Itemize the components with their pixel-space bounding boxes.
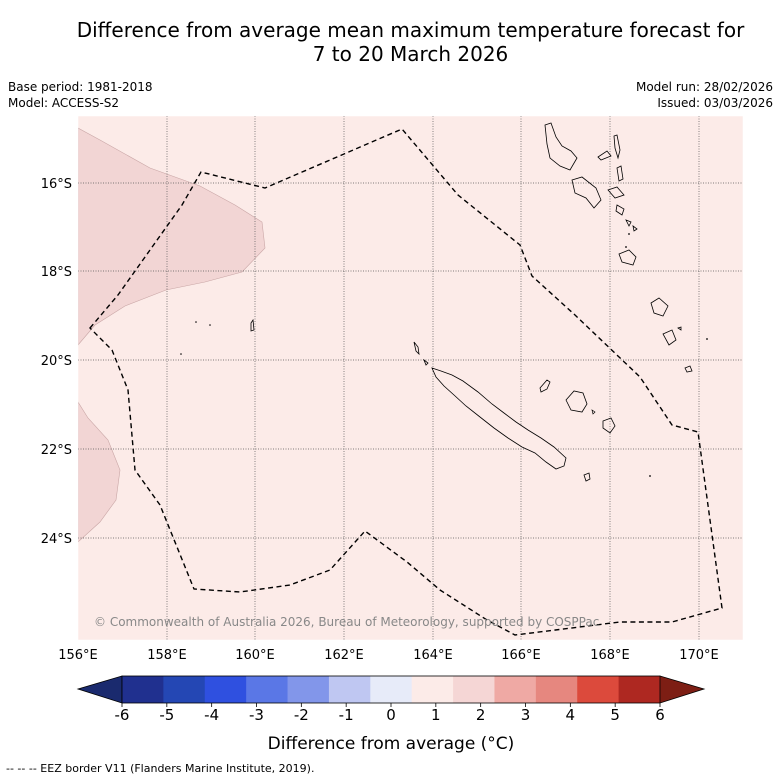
colorbar-tick-label: 0 [386,706,396,724]
copyright-notice: © Commonwealth of Australia 2026, Bureau… [94,615,599,629]
lon-label: 160°E [235,648,275,663]
warm-anomaly-region-south [78,401,121,543]
ambae-island [597,150,612,161]
colorbar-tick-label: -4 [204,706,219,724]
reef-islet [180,353,182,355]
map-title: Difference from average mean maximum tem… [0,18,781,66]
colorbar-tick-label: 4 [566,706,576,724]
maewo-island [613,134,621,160]
colorbar-under-extension [76,675,123,704]
lat-label: 18°S [41,265,72,280]
shepherd-islet [632,225,638,232]
model-run: Model run: 28/02/2026 [635,80,773,94]
lon-label: 156°E [58,648,98,663]
futuna-islet [706,338,708,340]
map-title-line1: Difference from average mean maximum tem… [76,18,745,42]
epi-island [615,204,625,216]
colorbar-bin [494,676,537,703]
model-name: Model: ACCESS-S2 [8,96,120,110]
eez-legend: -- -- -- EEZ border V11 (Flanders Marine… [6,762,315,775]
colorbar-tick-label: -2 [294,706,309,724]
colorbar-bin [163,676,206,703]
colorbar-bin [287,676,330,703]
warm-anomaly-region-north [78,127,266,346]
colorbar-bin [453,676,495,703]
colorbar-bin [122,676,164,703]
colorbar-tick-label: -1 [339,706,354,724]
longitude-labels: 156°E 158°E 160°E 162°E 164°E 166°E 168°… [58,648,719,663]
colorbar-label: Difference from average (°C) [268,734,515,754]
isle-of-pines [583,472,591,482]
colorbar-tick-label: 1 [431,706,441,724]
colorbar-tick-label: -5 [159,706,174,724]
meta-left: Base period: 1981-2018 Model: ACCESS-S2 [8,79,153,111]
colorbar-bin [204,676,247,703]
colorbar-bin [618,676,661,703]
shepherd-islet [625,219,632,227]
belep-islands [413,341,420,356]
colorbar-bin [328,676,371,703]
lon-label: 168°E [590,648,630,663]
aniwa-islet [677,326,682,331]
reef-islet [195,321,197,323]
colorbar-bin [411,676,454,703]
mare-island [602,417,616,434]
base-period: Base period: 1981-2018 [8,80,153,94]
aneityum-island [684,365,693,373]
colorbar-over-extension [659,675,706,704]
chesterfield-islet [250,318,255,332]
colorbar: -6 -5 -4 -3 -2 -1 0 1 2 3 4 5 6 [76,675,706,724]
lifou-island [565,390,588,413]
tanna-island [662,329,677,346]
lon-label: 158°E [147,648,187,663]
colorbar-bin [246,676,289,703]
lat-label: 20°S [41,354,72,369]
colorbar-bin [535,676,578,703]
espiritu-santo [544,122,578,171]
colorbar-bin [370,676,413,703]
reef-islet [209,324,211,326]
lon-label: 166°E [501,648,541,663]
colorbar-tick-label: -3 [249,706,264,724]
islet [628,233,630,235]
ouvea-island [539,379,551,393]
colorbar-tick-label: 5 [610,706,620,724]
map-title-line2: 7 to 20 March 2026 [312,42,509,66]
new-caledonia-main-island [431,367,567,470]
lon-label: 170°E [679,648,719,663]
latitude-labels: 16°S 18°S 20°S 22°S 24°S [41,177,72,547]
lat-label: 22°S [41,443,72,458]
colorbar-tick-label: 6 [655,706,665,724]
lon-label: 164°E [413,648,453,663]
islet [423,358,429,366]
issued-date: Issued: 03/03/2026 [657,96,773,110]
colorbar-tick-label: 3 [521,706,531,724]
eez-border [89,128,723,636]
pentecost-island [616,165,624,182]
lat-label: 24°S [41,532,72,547]
efate-island [618,249,637,266]
islet [591,409,596,415]
lon-label: 162°E [324,648,364,663]
colorbar-tick-label: -6 [115,706,130,724]
ambrym-island [607,186,625,199]
islet [625,246,627,248]
lat-label: 16°S [41,177,72,192]
map-frame [77,115,744,641]
erromango-island [650,297,669,317]
gridlines [78,116,743,640]
malekula-island [571,176,602,209]
colorbar-bin [577,676,620,703]
colorbar-tick-label: 2 [476,706,486,724]
walpole-island [649,475,651,477]
meta-right: Model run: 28/02/2026 Issued: 03/03/2026 [636,79,773,111]
